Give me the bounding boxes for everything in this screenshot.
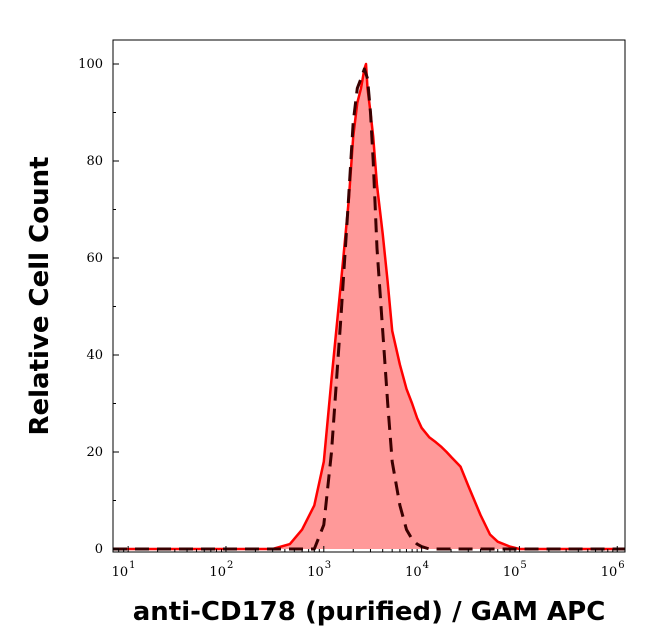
x-tick-exponent: 2 xyxy=(227,560,233,571)
series-layer xyxy=(113,62,625,551)
x-tick-exponent: 3 xyxy=(325,560,331,571)
x-axis-label: anti-CD178 (purified) / GAM APC xyxy=(133,597,606,627)
x-tick-exponent: 6 xyxy=(618,560,624,571)
x-tick-label: 10 xyxy=(307,565,324,580)
y-axis-label: Relative Cell Count xyxy=(25,156,55,435)
series-0-fill xyxy=(113,64,625,549)
x-tick-label: 10 xyxy=(209,565,226,580)
y-tick-label: 0 xyxy=(95,542,103,557)
series-1-line xyxy=(113,67,625,551)
x-tick-label: 10 xyxy=(405,565,422,580)
plot-frame xyxy=(112,39,626,553)
x-tick-exponent: 1 xyxy=(129,560,135,571)
x-tick-exponent: 4 xyxy=(423,560,429,571)
y-tick-label: 100 xyxy=(78,57,103,72)
y-axis: 0 20 40 60 80 100 xyxy=(78,57,119,557)
series-0-line xyxy=(113,62,625,551)
y-tick-label: 20 xyxy=(86,445,103,460)
x-tick-label: 10 xyxy=(601,565,618,580)
y-tick-label: 40 xyxy=(86,348,103,363)
x-tick-exponent: 5 xyxy=(520,560,526,571)
x-tick-label: 10 xyxy=(503,565,520,580)
y-tick-label: 60 xyxy=(86,251,103,266)
x-axis: 10 1 10 2 10 3 10 4 10 5 10 6 xyxy=(112,546,625,580)
x-tick-label: 10 xyxy=(112,565,129,580)
y-tick-label: 80 xyxy=(86,154,103,169)
